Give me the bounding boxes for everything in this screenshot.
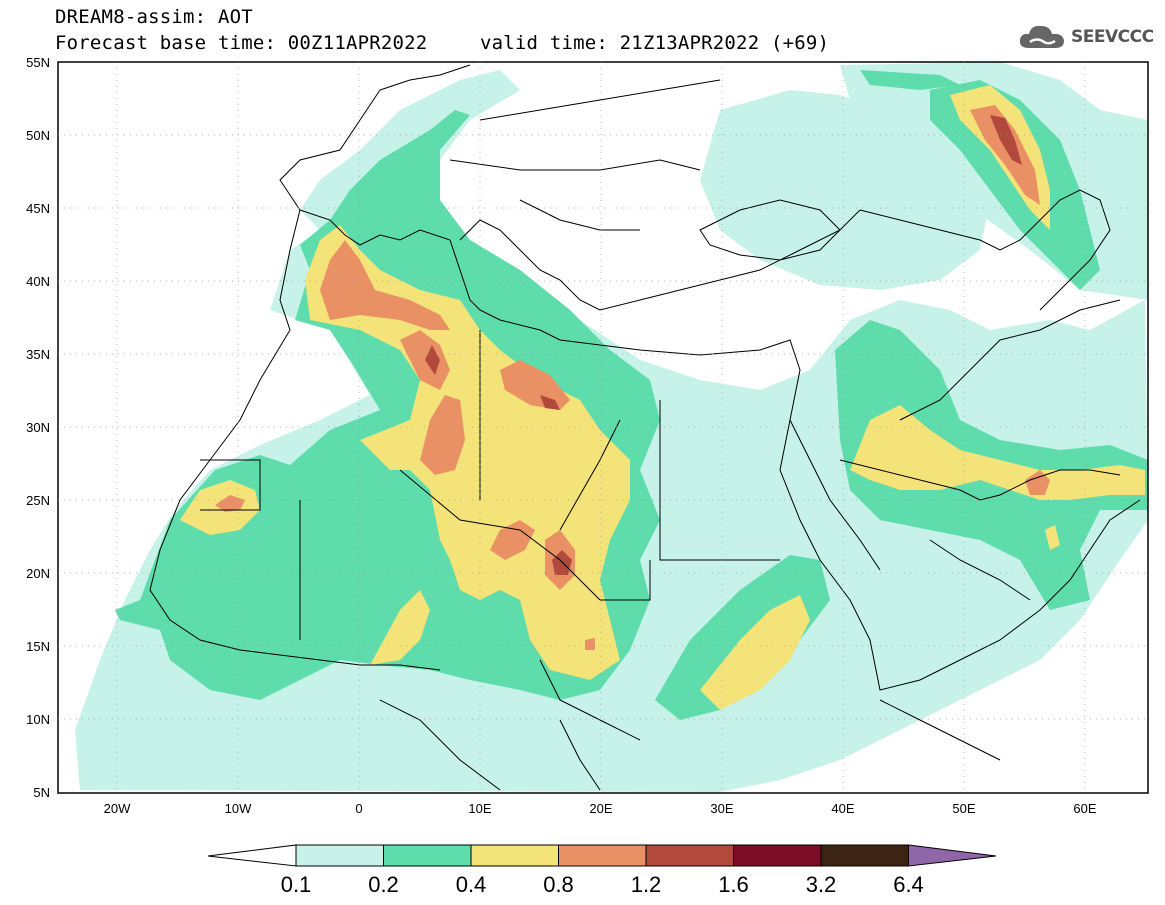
lat-tick-label: 50N: [26, 128, 50, 143]
colorbar-swatch: [820, 844, 909, 867]
aot-level-0.8: [215, 105, 1050, 650]
aot-field: [75, 62, 1148, 792]
lon-tick-label: 40E: [831, 801, 854, 816]
lat-tick-label: 25N: [26, 493, 50, 508]
lat-tick-label: 35N: [26, 347, 50, 362]
colorbar-swatch: [295, 844, 384, 867]
lat-tick-label: 45N: [26, 201, 50, 216]
colorbar-label: 0.4: [456, 872, 487, 897]
colorbar-label: 1.2: [631, 872, 662, 897]
colorbar-swatch: [645, 844, 734, 867]
coastlines: [149, 64, 1141, 791]
base-time: Forecast base time: 00Z11APR2022: [55, 32, 428, 54]
lat-tick-label: 55N: [26, 55, 50, 70]
lon-tick-label: 60E: [1073, 801, 1096, 816]
lat-tick-label: 20N: [26, 566, 50, 581]
forecast-time-line: Forecast base time: 00Z11APR2022 valid ti…: [55, 32, 829, 54]
colorbar-high-arrow: [908, 844, 997, 867]
colorbar-swatch: [733, 844, 822, 867]
lon-tick-label: 20E: [589, 801, 612, 816]
cloud-icon: [1019, 25, 1064, 48]
lat-tick-label: 5N: [33, 785, 50, 800]
colorbar-swatch: [383, 844, 472, 867]
colorbar-label: 0.1: [281, 872, 312, 897]
colorbar-swatch: [558, 844, 647, 867]
colorbar-label: 0.8: [543, 872, 574, 897]
lon-tick-label: 10W: [225, 801, 252, 816]
lat-tick-label: 40N: [26, 274, 50, 289]
lat-tick-label: 15N: [26, 639, 50, 654]
logo-text: SEEVCCC: [1071, 27, 1154, 47]
lon-tick-label: 10E: [468, 801, 491, 816]
lat-tick-label: 30N: [26, 420, 50, 435]
lon-tick-label: 0: [355, 801, 362, 816]
map-frame: [57, 61, 1149, 794]
lon-tick-label: 30E: [710, 801, 733, 816]
seevccc-logo: SEEVCCC: [1017, 22, 1154, 52]
lat-tick-label: 10N: [26, 712, 50, 727]
colorbar: 0.1 0.2 0.4 0.8 1.2 1.6 3.2 6.4: [207, 844, 997, 897]
colorbar-label: 3.2: [806, 872, 837, 897]
lon-tick-label: 50E: [952, 801, 975, 816]
colorbar-low-arrow: [207, 844, 297, 867]
lat-axis: 55N 50N 45N 40N 35N 30N 25N 20N 15N 10N …: [26, 55, 50, 800]
map-title: DREAM8-assim: AOT: [55, 6, 253, 28]
lon-axis: 20W 10W 0 10E 20E 30E 40E 50E 60E: [104, 801, 1097, 816]
colorbar-label: 0.2: [368, 872, 399, 897]
aot-level-1.2: [425, 115, 1022, 575]
valid-time: valid time: 21Z13APR2022 (+69): [480, 32, 830, 54]
colorbar-swatch: [470, 844, 559, 867]
lon-tick-label: 20W: [104, 801, 131, 816]
colorbar-label: 6.4: [893, 872, 924, 897]
colorbar-label: 1.6: [718, 872, 749, 897]
